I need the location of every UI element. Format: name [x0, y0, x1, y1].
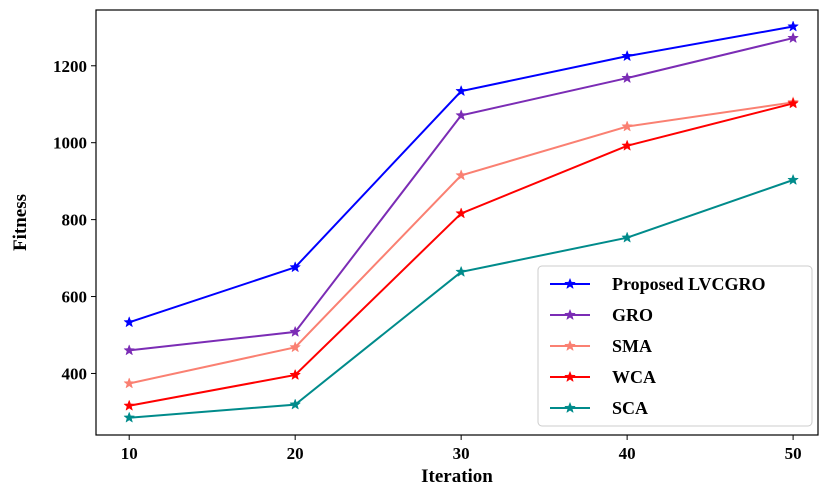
series-layer [123, 20, 800, 423]
data-point [289, 261, 302, 273]
data-point [787, 97, 800, 109]
legend-marker [564, 339, 576, 352]
series-wca [123, 97, 800, 411]
legend-item: SCA [550, 398, 648, 418]
series-sca [123, 173, 800, 423]
x-tick-label: 20 [287, 444, 304, 463]
data-point [289, 368, 302, 381]
data-point [621, 71, 634, 84]
legend-marker [564, 308, 576, 321]
legend-item: WCA [550, 367, 656, 387]
data-point [455, 109, 468, 121]
y-axis: 400 600 800 1000 1200 [53, 57, 96, 383]
legend-label: SMA [612, 336, 652, 356]
data-point [787, 173, 800, 186]
legend-item: SMA [550, 336, 652, 356]
legend-item: GRO [550, 305, 653, 325]
series-proposed-lvcgro [123, 20, 800, 328]
data-point [621, 49, 634, 62]
series-sma [123, 96, 800, 389]
data-point [123, 377, 136, 389]
data-point [123, 411, 136, 423]
legend-marker [564, 370, 576, 383]
data-point [289, 325, 302, 337]
x-tick-label: 40 [619, 444, 636, 463]
x-tick-label: 50 [785, 444, 802, 463]
data-point [289, 341, 302, 353]
y-tick-label: 1200 [53, 57, 87, 76]
y-axis-label: Fitness [10, 194, 31, 251]
legend-marker [564, 277, 576, 290]
data-point [787, 20, 800, 32]
data-point [455, 207, 468, 219]
y-tick-label: 800 [62, 211, 88, 230]
data-point [621, 231, 634, 243]
x-axis-label: Iteration [421, 466, 493, 485]
x-tick-label: 10 [121, 444, 138, 463]
x-axis: 10 20 30 40 50 [121, 435, 802, 463]
legend-label: WCA [612, 367, 656, 387]
data-point [621, 120, 634, 132]
y-tick-label: 1000 [53, 134, 87, 153]
data-point [455, 169, 468, 181]
y-tick-label: 600 [62, 288, 88, 307]
legend-box [537, 265, 813, 427]
plot-frame [95, 9, 819, 436]
data-point [289, 398, 302, 410]
legend-label: Proposed LVCGRO [612, 274, 766, 294]
x-tick-label: 30 [453, 444, 470, 463]
legend-label: GRO [612, 305, 653, 325]
legend-marker [564, 401, 576, 414]
series-gro [123, 31, 800, 356]
legend-item: Proposed LVCGRO [550, 274, 766, 294]
data-point [621, 139, 634, 151]
y-tick-label: 400 [62, 364, 88, 383]
data-point [787, 31, 800, 44]
data-point [455, 265, 468, 277]
data-point [123, 344, 136, 356]
legend: Proposed LVCGRO GRO SMA WCA SCA [537, 265, 813, 427]
data-point [123, 316, 136, 328]
data-point [455, 84, 468, 97]
legend-label: SCA [612, 398, 648, 418]
data-point [123, 399, 136, 411]
